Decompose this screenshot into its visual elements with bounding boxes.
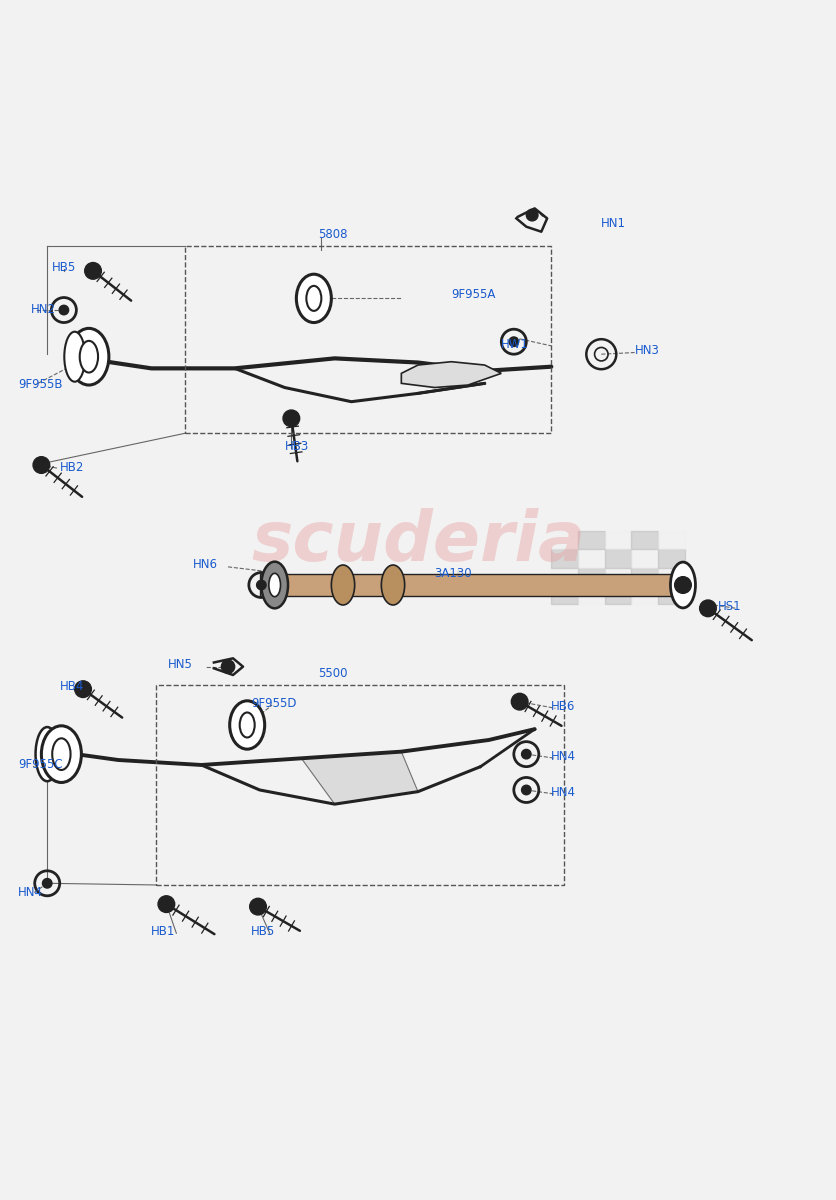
Text: HN4: HN4 [18,886,43,899]
Circle shape [522,785,531,794]
Bar [604,530,631,550]
Bar [658,586,685,604]
Text: HN5: HN5 [168,659,193,671]
Bar [631,568,658,586]
Text: HN1: HN1 [601,217,626,229]
Ellipse shape [42,726,81,782]
Text: HN6: HN6 [193,558,218,571]
Text: 9F955A: 9F955A [451,288,496,301]
Bar [578,530,604,550]
Circle shape [250,899,267,914]
Ellipse shape [262,562,288,608]
Ellipse shape [296,275,331,323]
Ellipse shape [52,738,70,770]
Text: HW1: HW1 [502,337,529,350]
Bar [631,550,658,568]
Bar [631,586,658,604]
Polygon shape [401,361,502,388]
Text: 9F955C: 9F955C [18,758,63,772]
Circle shape [158,895,175,912]
Bar [185,246,551,433]
Bar [631,530,658,550]
Text: 9F955D: 9F955D [252,697,297,709]
Text: HN4: HN4 [551,786,576,799]
Bar [658,568,685,586]
Bar [604,568,631,586]
Ellipse shape [36,727,59,781]
Text: HN3: HN3 [635,344,660,358]
Bar [604,586,631,604]
Text: HB5: HB5 [51,260,75,274]
Bar [658,530,685,550]
Text: car parts: car parts [356,568,480,595]
Ellipse shape [670,562,696,608]
Text: scuderia: scuderia [251,508,585,575]
Circle shape [257,581,266,589]
Text: 3A130: 3A130 [435,566,472,580]
Ellipse shape [306,286,321,311]
Ellipse shape [240,713,255,738]
Circle shape [512,694,528,710]
Circle shape [222,660,235,673]
Text: HB2: HB2 [59,461,84,474]
Ellipse shape [269,574,281,596]
Circle shape [522,749,531,758]
Text: 9F955B: 9F955B [18,378,63,390]
Text: HN2: HN2 [31,302,55,316]
Polygon shape [301,751,418,804]
Text: HB4: HB4 [59,680,84,692]
Ellipse shape [331,565,354,605]
Ellipse shape [79,341,98,372]
Circle shape [84,263,101,280]
Bar [551,530,578,550]
Ellipse shape [381,565,405,605]
Bar [155,685,563,884]
Text: HB1: HB1 [151,925,176,938]
Bar [578,550,604,568]
Bar [578,568,604,586]
Bar [658,550,685,568]
Text: HB3: HB3 [285,440,309,454]
Text: 5808: 5808 [318,228,348,240]
Text: HB5: HB5 [252,925,276,938]
Text: HB6: HB6 [551,700,576,713]
Circle shape [43,878,52,888]
Circle shape [74,680,91,697]
Bar [604,550,631,568]
Circle shape [283,410,299,427]
Bar [551,586,578,604]
Ellipse shape [230,701,265,749]
Ellipse shape [69,329,109,385]
Bar [260,574,681,596]
Circle shape [33,457,49,473]
Text: 5500: 5500 [318,667,348,679]
Circle shape [700,600,716,617]
Text: HN4: HN4 [551,750,576,763]
Circle shape [675,577,691,593]
Bar [578,586,604,604]
Bar [551,550,578,568]
Bar [551,568,578,586]
Circle shape [509,337,518,347]
Text: HS1: HS1 [718,600,742,613]
Ellipse shape [64,331,85,382]
Circle shape [527,209,538,221]
Circle shape [59,305,69,314]
